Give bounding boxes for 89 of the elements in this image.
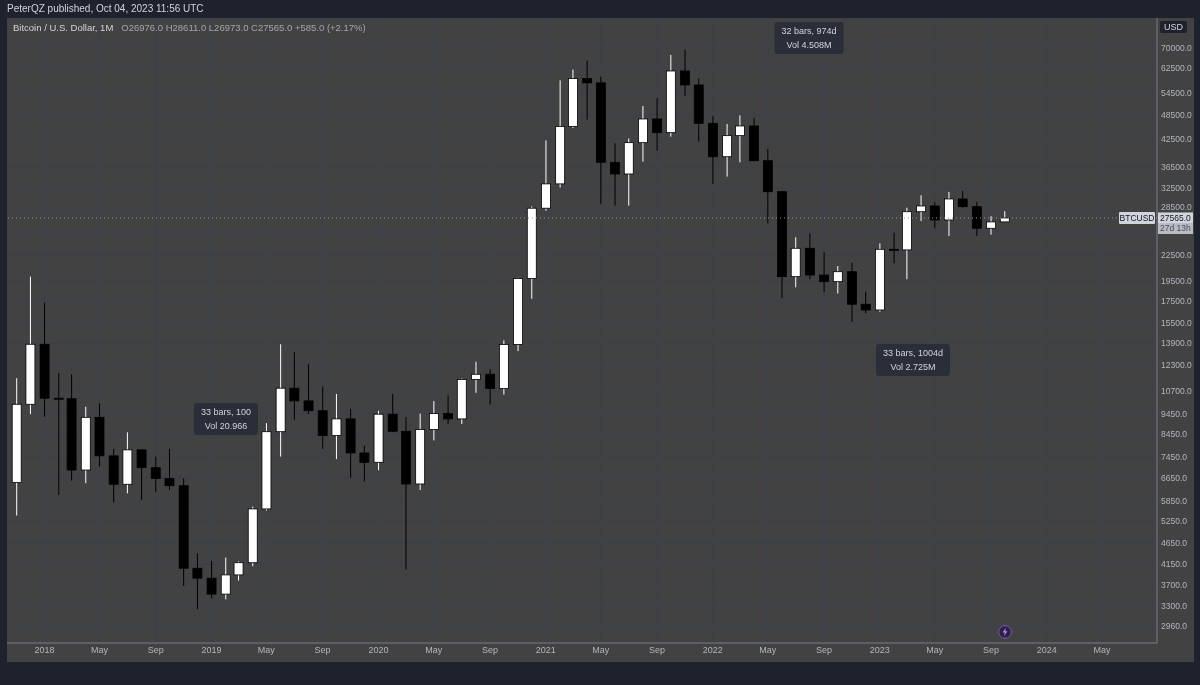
candlestick: [485, 368, 496, 406]
y-tick-label: 19500.0: [1161, 276, 1192, 287]
x-tick-label: Sep: [314, 645, 331, 656]
y-tick-label: 17500.0: [1161, 296, 1192, 306]
candlestick: [832, 265, 843, 295]
x-tick-label: 2019: [201, 645, 222, 656]
x-tick-label: May: [926, 645, 944, 656]
y-tick-label: 42500.0: [1161, 133, 1192, 144]
y-tick-label: 28500.0: [1161, 201, 1192, 212]
candlestick: [206, 560, 217, 599]
x-tick-label: Sep: [147, 645, 164, 656]
candlestick: [192, 552, 203, 610]
y-tick-label: 4650.0: [1161, 538, 1188, 549]
y-tick-label: 13900.0: [1161, 338, 1192, 349]
x-tick-label: May: [90, 645, 109, 656]
x-tick-label: 2020: [368, 645, 389, 656]
candlestick: [916, 194, 926, 222]
x-tick-label: May: [425, 645, 443, 656]
x-tick-label: 2024: [1036, 645, 1057, 656]
candlestick: [680, 49, 690, 97]
x-tick-label: Sep: [482, 645, 499, 656]
candlestick: [986, 215, 996, 236]
x-tick-label: May: [257, 645, 276, 656]
annotation: 33 bars, 1004d Vol 2.725M: [882, 348, 944, 372]
y-tick-label: 8450.0: [1161, 429, 1188, 440]
x-tick-label: Sep: [815, 645, 832, 656]
chart-subtitle: O26976.0 H28611.0 L26973.0 C27565.0 +585.0 (+2.17%): [121, 22, 366, 33]
candlestick: [303, 363, 314, 415]
x-tick-label: 2022: [702, 645, 723, 656]
y-tick-label: 5250.0: [1161, 516, 1188, 527]
annotation: 27565.0: [1160, 212, 1191, 223]
y-tick-label: 10700.0: [1161, 385, 1192, 396]
annotation: 32 bars, 974d Vol 4.508M: [781, 26, 837, 50]
y-tick-label: 70000.0: [1161, 42, 1192, 53]
candlestick: [944, 191, 954, 237]
candlestick: [860, 291, 871, 314]
candlestick: [220, 557, 231, 600]
ref-line-label: BTCUSD: [1119, 212, 1155, 223]
x-tick-label: May: [1093, 645, 1112, 656]
candlestick: [652, 97, 663, 152]
y-tick-label: 62500.0: [1161, 63, 1192, 74]
candlestick: [638, 105, 648, 163]
y-tick-label: 4150.0: [1161, 559, 1188, 570]
candlestick: [722, 123, 732, 178]
candlestick: [289, 351, 300, 421]
y-tick-label: 22500.0: [1161, 250, 1192, 261]
y-tick-label: 2960.0: [1161, 620, 1188, 631]
y-tick-label: 12300.0: [1161, 360, 1192, 371]
y-tick-label: 3700.0: [1161, 580, 1188, 591]
candlestick: [359, 445, 370, 482]
y-tick-label: 48500.0: [1161, 109, 1192, 120]
annotation: 33 bars, 100 Vol 20.966: [200, 407, 252, 431]
y-tick-label: 32500.0: [1161, 182, 1192, 193]
x-tick-label: Sep: [649, 645, 666, 656]
y-tick-label: 5850.0: [1161, 496, 1188, 507]
candlestick: [53, 372, 64, 496]
candlestick: [387, 393, 398, 433]
candlestick: [331, 393, 342, 460]
candlestick: [428, 400, 439, 441]
candlestick: [471, 361, 481, 394]
candlestick: [582, 60, 593, 121]
candlestick: [929, 201, 940, 229]
y-tick-label: 7450.0: [1161, 452, 1188, 463]
x-tick-label: May: [759, 645, 777, 656]
y-tick-label: 6650.0: [1161, 472, 1188, 483]
y-axis-title: USD: [1164, 22, 1184, 32]
y-tick-label: 3300.0: [1161, 600, 1188, 611]
x-tick-label: 2023: [869, 645, 890, 656]
text: 27d 13h: [1160, 223, 1191, 234]
candlestick: [610, 142, 620, 207]
x-tick-label: Sep: [982, 645, 999, 656]
y-tick-label: 36500.0: [1161, 161, 1192, 172]
y-tick-label: 54500.0: [1161, 88, 1192, 99]
x-tick-label: May: [592, 645, 610, 656]
candlestick: [819, 251, 829, 293]
candlestick: [150, 456, 161, 493]
candlestick: [971, 201, 982, 237]
candlestick: [889, 232, 899, 264]
candlestick: [443, 394, 453, 425]
chart-title: Bitcoin / U.S. Dollar, 1M: [13, 22, 114, 33]
x-tick-label: 2021: [535, 645, 556, 656]
text: PeterQZ published, Oct 04, 2023 11:56 UTC: [7, 3, 204, 14]
candlestick: [136, 449, 147, 501]
y-tick-label: 15500.0: [1161, 318, 1192, 329]
candlestick: [164, 448, 175, 491]
y-tick-label: 9450.0: [1161, 408, 1188, 419]
candlestick: [735, 114, 745, 163]
candlestick: [233, 560, 244, 582]
x-tick-label: 2018: [34, 645, 55, 656]
